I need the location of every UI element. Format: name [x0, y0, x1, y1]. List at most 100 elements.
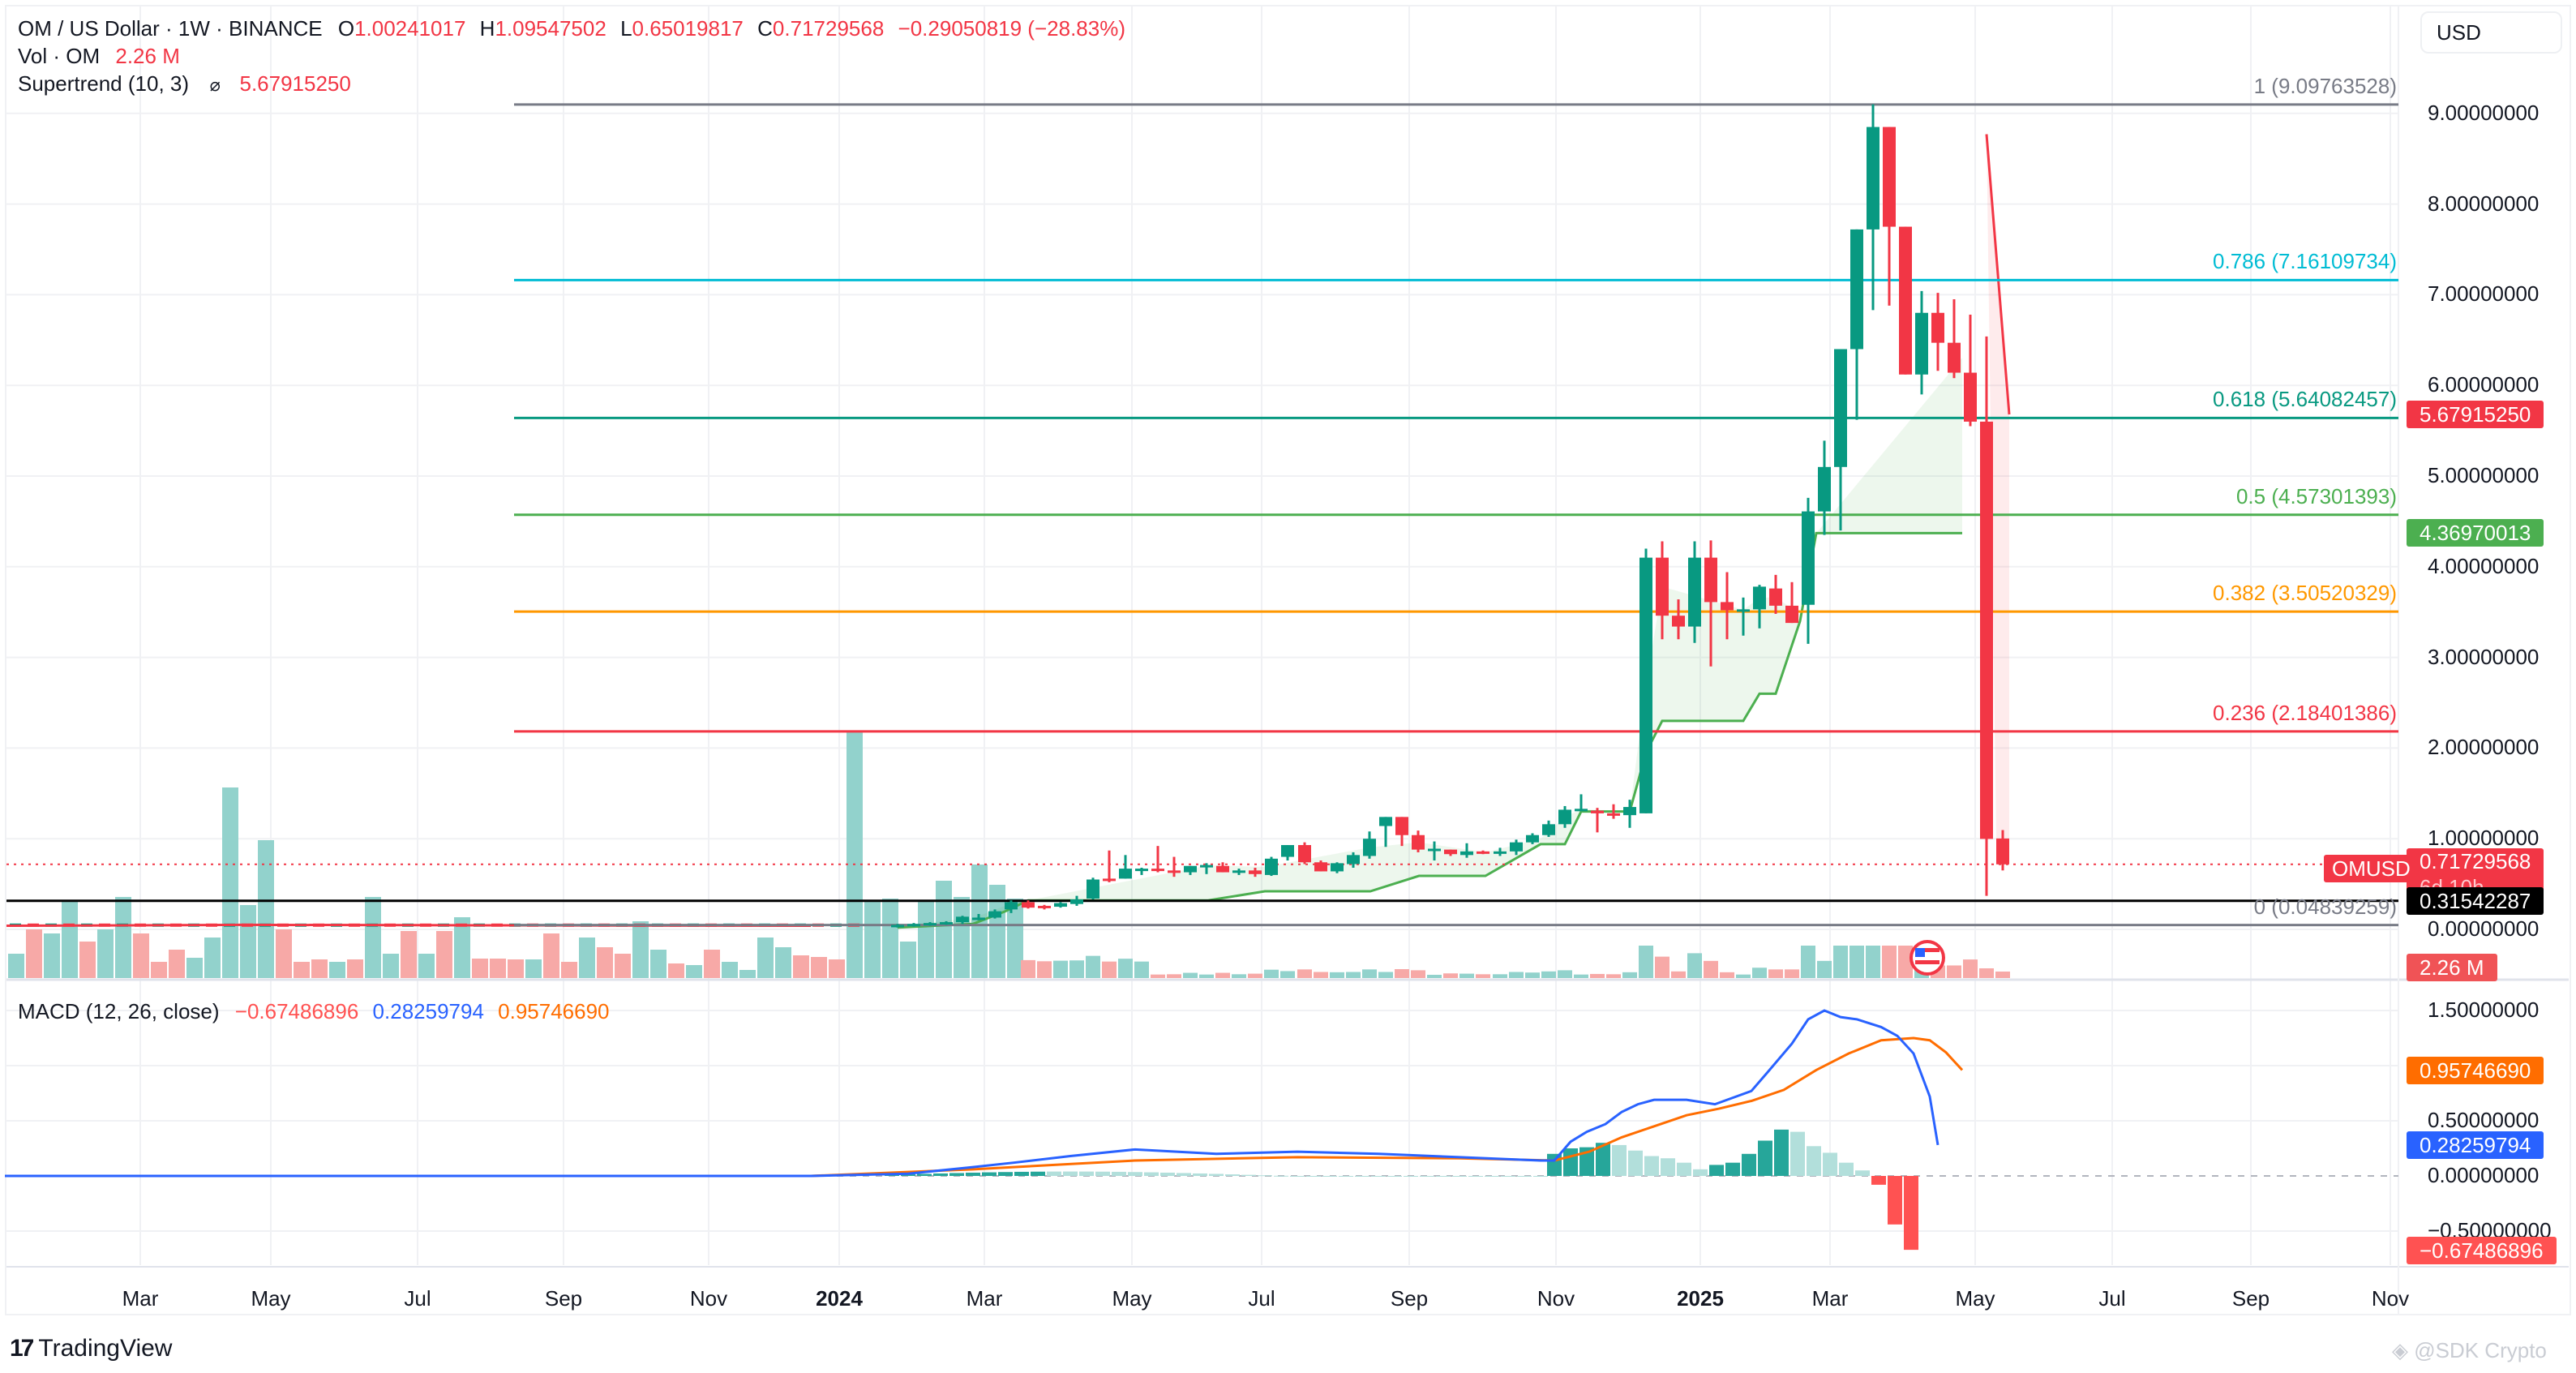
candle-body[interactable] — [1379, 817, 1392, 826]
candle-body[interactable] — [1542, 824, 1555, 835]
candle-body[interactable] — [1005, 902, 1018, 910]
candle-body[interactable] — [1444, 849, 1457, 855]
candle-body[interactable] — [972, 917, 985, 920]
candle-body[interactable] — [1265, 858, 1278, 875]
candle-body[interactable] — [1281, 845, 1294, 857]
candle-body[interactable] — [1867, 127, 1879, 230]
candle-body[interactable] — [1428, 848, 1441, 852]
candle-body[interactable] — [1721, 602, 1734, 611]
time-axis-label: Nov — [2371, 1286, 2410, 1311]
macd-legend[interactable]: MACD (12, 26, close) −0.67486896 0.28259… — [18, 998, 618, 1025]
candle-body[interactable] — [924, 923, 937, 926]
watermark: ◈ @SDK Crypto — [2392, 1338, 2547, 1362]
tradingview-logo[interactable]: 17 TradingView — [10, 1335, 172, 1362]
macd-label: MACD (12, 26, close) — [18, 999, 220, 1023]
candle-body[interactable] — [1119, 869, 1132, 879]
candle-body[interactable] — [1704, 557, 1717, 603]
candle-body[interactable] — [1948, 342, 1961, 373]
candle-body[interactable] — [1232, 870, 1245, 873]
candle-body[interactable] — [1510, 842, 1523, 852]
candle-body[interactable] — [1151, 869, 1164, 872]
hidden-eye-icon[interactable]: ⌀ — [209, 75, 221, 95]
candle-body[interactable] — [1575, 809, 1588, 812]
macd-histogram-bar — [1725, 1162, 1740, 1176]
supertrend-legend[interactable]: Supertrend (10, 3) ⌀ 5.67915250 — [18, 70, 351, 99]
volume-bar — [1297, 969, 1312, 978]
candle-body[interactable] — [1996, 838, 2009, 865]
candle-body[interactable] — [1850, 229, 1863, 350]
candle-body[interactable] — [1834, 349, 1847, 467]
candle-body[interactable] — [1769, 588, 1782, 606]
volume-bar — [26, 929, 42, 978]
brand-name: TradingView — [38, 1335, 173, 1362]
candle-body[interactable] — [1038, 905, 1051, 908]
candle-body[interactable] — [1818, 466, 1831, 512]
candle-body[interactable] — [988, 911, 1001, 918]
candle-body[interactable] — [1363, 839, 1376, 856]
time-axis-label: Nov — [689, 1286, 728, 1311]
candle-body[interactable] — [1623, 807, 1636, 816]
candle-body[interactable] — [1656, 557, 1669, 616]
volume-value: 2.26 M — [115, 44, 180, 68]
candle-body[interactable] — [1802, 511, 1815, 605]
candle-body[interactable] — [1980, 421, 1993, 839]
candle-body[interactable] — [1737, 609, 1750, 612]
candle-body[interactable] — [1347, 855, 1360, 865]
candle-body[interactable] — [1672, 616, 1685, 627]
macd-histogram-bar — [1612, 1144, 1627, 1176]
candle-body[interactable] — [1639, 557, 1652, 813]
candle-body[interactable] — [907, 924, 920, 927]
symbol-title: OM / US Dollar · 1W · BINANCE — [18, 16, 323, 41]
volume-bar — [1411, 970, 1425, 978]
candle-body[interactable] — [1558, 809, 1571, 825]
candle-body[interactable] — [1249, 870, 1262, 874]
candle-body[interactable] — [956, 916, 969, 923]
candle-body[interactable] — [1395, 817, 1408, 835]
candle-body[interactable] — [891, 925, 904, 928]
candle-body[interactable] — [1915, 312, 1928, 375]
candle-body[interactable] — [1883, 127, 1896, 227]
candle-body[interactable] — [1168, 870, 1181, 873]
candle-body[interactable] — [1022, 902, 1035, 908]
candle-body[interactable] — [1785, 605, 1798, 624]
volume-bar — [8, 954, 24, 978]
candle-body[interactable] — [1460, 851, 1473, 856]
candle-body[interactable] — [1314, 862, 1327, 872]
candle-body[interactable] — [1931, 312, 1944, 343]
candle-body[interactable] — [1135, 869, 1148, 872]
candle-body[interactable] — [1412, 835, 1425, 850]
volume-bar — [1443, 973, 1458, 978]
macd-axis-tick: 0.50000000 — [2428, 1108, 2540, 1132]
candle-body[interactable] — [1899, 226, 1912, 375]
candle-body[interactable] — [1298, 845, 1311, 863]
macd-histogram-bar — [1661, 1158, 1675, 1176]
candle-body[interactable] — [1591, 810, 1604, 813]
volume-bar — [97, 929, 114, 978]
candle-body[interactable] — [1494, 851, 1507, 854]
candle-body[interactable] — [1753, 586, 1766, 610]
volume-legend[interactable]: Vol · OM 2.26 M — [18, 42, 180, 70]
candle-body[interactable] — [1216, 865, 1229, 873]
candle-body[interactable] — [1526, 835, 1539, 843]
candle-body[interactable] — [940, 922, 953, 925]
volume-bar — [508, 959, 524, 978]
candle-body[interactable] — [1070, 899, 1083, 904]
volume-bar — [276, 929, 292, 978]
supertrend-value: 5.67915250 — [239, 71, 351, 96]
candle-body[interactable] — [1184, 865, 1197, 873]
candle-body[interactable] — [1087, 879, 1099, 899]
candle-body[interactable] — [1607, 813, 1620, 816]
currency-button[interactable]: USD — [2420, 11, 2562, 54]
candle-body[interactable] — [1200, 865, 1213, 868]
macd-histogram-bar — [1547, 1153, 1562, 1176]
time-axis-label: Mar — [1811, 1286, 1849, 1311]
us-flag-icon[interactable] — [1909, 940, 1945, 976]
candle-body[interactable] — [1964, 372, 1977, 422]
candle-body[interactable] — [1331, 863, 1344, 872]
symbol-legend[interactable]: OM / US Dollar · 1W · BINANCE O1.0024101… — [18, 15, 1125, 42]
candle-body[interactable] — [1477, 851, 1489, 854]
candle-body[interactable] — [1054, 903, 1067, 907]
candle-body[interactable] — [1688, 557, 1701, 627]
candle-body[interactable] — [1103, 878, 1116, 882]
